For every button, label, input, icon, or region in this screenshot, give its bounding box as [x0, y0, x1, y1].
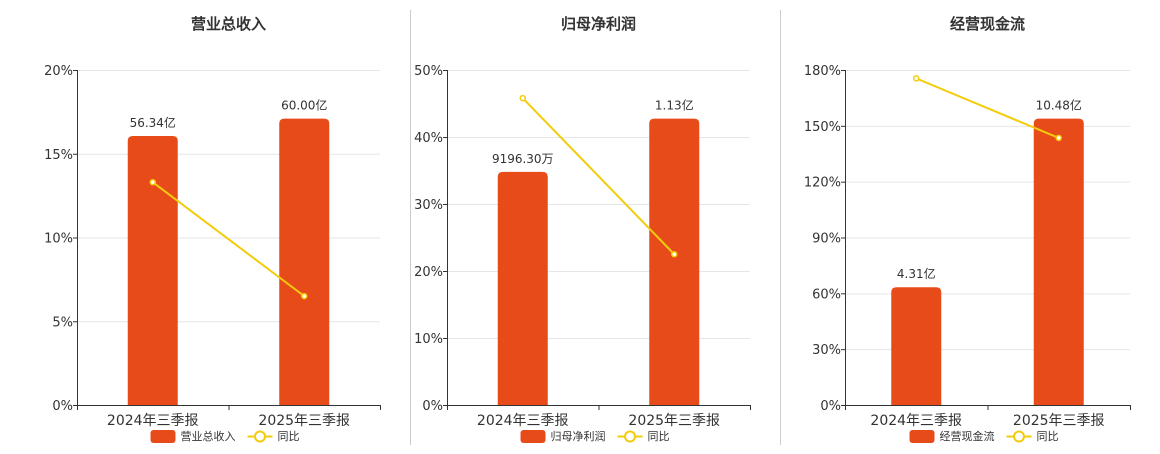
chart-2-x-tick-label: 2025年三季报 [628, 413, 720, 429]
chart-1-bar-value-label: 60.00亿 [281, 98, 327, 113]
chart-3-y-tick-label: 0% [820, 399, 841, 414]
chart-2-bar [497, 171, 548, 405]
chart-3-y-tick-label: 90% [812, 232, 841, 247]
chart-1-yoy-point [149, 178, 156, 186]
chart-2-legend-line-label: 同比 [648, 430, 670, 443]
chart-3-y-tick-label: 150% [804, 120, 841, 135]
chart-1-y-tick-label: 10% [44, 232, 73, 247]
chart-1-legend-bar-swatch [150, 430, 176, 443]
chart-2-legend-line-marker [624, 430, 636, 443]
chart-1-bar [279, 118, 330, 405]
chart-3-yoy-point [1055, 134, 1062, 142]
chart-1-y-tick-label: 0% [52, 399, 73, 414]
chart-2-y-tick-label: 30% [414, 198, 443, 213]
chart-1-y-tick-label: 20% [44, 64, 73, 79]
chart-3-y-tick-label: 30% [812, 343, 841, 358]
chart-2-y-tick-label: 0% [422, 399, 443, 414]
chart-3-legend-bar-swatch [909, 430, 935, 443]
chart-1-title: 营业总收入 [191, 15, 266, 33]
chart-2-yoy-line [522, 97, 675, 255]
chart-1-x-tick-label: 2024年三季报 [107, 413, 199, 429]
chart-1-y-tick-label: 15% [44, 148, 73, 163]
chart-2-yoy-point [519, 94, 526, 102]
chart-3-legend-bar-label: 经营现金流 [940, 429, 995, 443]
chart-1-y-tick-label: 5% [52, 315, 73, 330]
chart-1-legend-bar-label: 营业总收入 [181, 429, 236, 443]
chart-2-bar-value-label: 9196.30万 [492, 152, 554, 166]
chart-1-yoy-point [301, 292, 308, 300]
chart-1-bar [127, 136, 178, 405]
chart-3-legend-line-label: 同比 [1037, 430, 1059, 443]
chart-3-title: 经营现金流 [950, 15, 1025, 33]
chart-3-bar-value-label: 10.48亿 [1036, 98, 1082, 113]
chart-2-x-tick-label: 2024年三季报 [477, 413, 569, 429]
chart-3-bar [1033, 118, 1084, 405]
chart-1-bar-value-label: 56.34亿 [130, 115, 176, 130]
chart-2-y-tick-label: 50% [414, 64, 443, 79]
chart-1-x-tick-label: 2025年三季报 [258, 413, 350, 429]
chart-3-x-tick-label: 2024年三季报 [870, 413, 962, 429]
chart-2-legend-bar-swatch [520, 430, 546, 443]
chart-2-y-tick-label: 20% [414, 265, 443, 280]
chart-3-yoy-point [913, 75, 920, 82]
chart-2-bar-value-label: 1.13亿 [655, 98, 694, 113]
chart-3-yoy-line [915, 77, 1060, 139]
chart-3-y-tick-label: 60% [812, 287, 841, 302]
chart-3-y-tick-label: 120% [804, 176, 841, 191]
chart-2-y-tick-label: 40% [414, 131, 443, 146]
chart-2-yoy-point [671, 251, 678, 258]
chart-2-bar [649, 118, 700, 405]
chart-2-y-tick-label: 10% [414, 332, 443, 347]
chart-1-legend-line-marker [254, 430, 266, 443]
chart-3-x-tick-label: 2025年三季报 [1013, 413, 1105, 429]
chart-3-bar-value-label: 4.31亿 [897, 266, 936, 281]
chart-1-yoy-line [152, 181, 305, 297]
chart-3-legend-line-marker [1013, 430, 1025, 443]
chart-3-bar [891, 287, 942, 405]
chart-2-legend-bar-label: 归母净利润 [551, 429, 606, 443]
chart-3-y-tick-label: 180% [804, 64, 841, 79]
chart-1-legend-line-label: 同比 [278, 430, 300, 443]
chart-2-title: 归母净利润 [561, 15, 636, 33]
